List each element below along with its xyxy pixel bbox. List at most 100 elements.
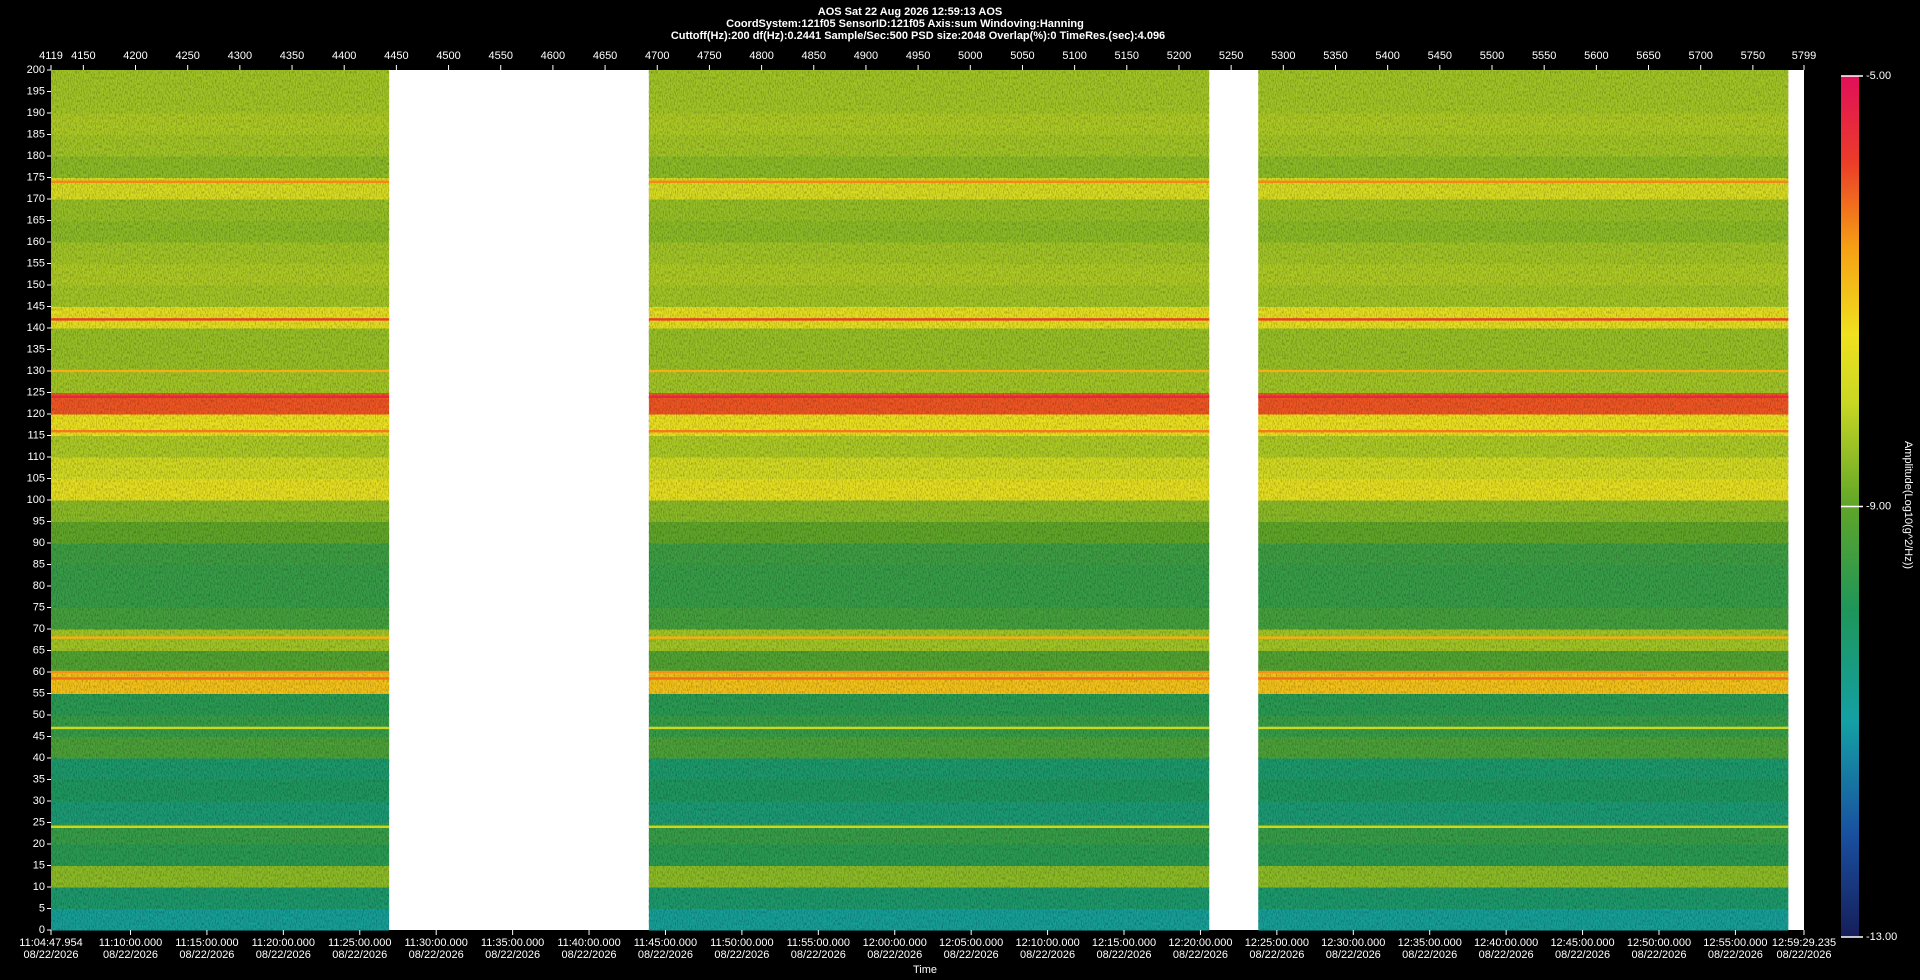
x-time-tick-label: 12:10:00.000 — [1015, 937, 1079, 949]
x-top-tick-label: 5250 — [1219, 50, 1243, 62]
tonal-line — [51, 318, 390, 321]
y-tick-label: 150 — [27, 279, 45, 291]
x-date-tick-label: 08/22/2026 — [1249, 949, 1304, 961]
x-top-tick-label: 4450 — [384, 50, 408, 62]
x-time-tick-label: 11:25:00.000 — [328, 937, 391, 949]
y-tick-label: 75 — [33, 601, 45, 613]
x-time-tick-label: 12:30:00.000 — [1321, 937, 1385, 949]
colorbar-tick-label: -13.00 — [1866, 931, 1897, 943]
tonal-line — [51, 636, 390, 639]
tonal-line — [1258, 395, 1789, 398]
x-top-tick-label: 4500 — [436, 50, 460, 62]
y-tick-label: 10 — [33, 881, 45, 893]
tonal-line — [51, 180, 390, 183]
colorbar-label: Amplitude(Log10(g^2/Hz)) — [1902, 441, 1914, 569]
x-date-tick-label: 08/22/2026 — [867, 949, 922, 961]
x-time-tick-label: 11:50:00.000 — [710, 937, 773, 949]
y-tick-label: 95 — [33, 515, 45, 527]
x-top-tick-label: 4900 — [854, 50, 878, 62]
x-date-tick-label: 08/22/2026 — [562, 949, 617, 961]
data-segment — [648, 70, 1210, 931]
data-segment — [51, 70, 390, 931]
y-tick-label: 130 — [27, 365, 45, 377]
noise-texture — [51, 70, 390, 930]
x-top-tick-label: 4400 — [332, 50, 356, 62]
x-top-tick-label: 4850 — [802, 50, 826, 62]
y-tick-label: 165 — [27, 214, 45, 226]
y-tick-label: 140 — [27, 322, 45, 334]
y-tick-label: 115 — [27, 429, 45, 441]
x-top-tick-label: 4800 — [749, 50, 773, 62]
x-time-tick-label: 12:55:00.000 — [1703, 937, 1767, 949]
x-time-tick-label: 12:35:00.000 — [1398, 937, 1462, 949]
tonal-line — [1258, 369, 1789, 373]
x-top-tick-label: 4550 — [488, 50, 512, 62]
x-top-tick-label: 5550 — [1532, 50, 1556, 62]
x-date-tick-label: 08/22/2026 — [256, 949, 311, 961]
y-tick-label: 35 — [33, 773, 45, 785]
y-tick-label: 145 — [27, 300, 45, 312]
tonal-line — [648, 318, 1210, 321]
x-time-tick-label: 12:45:00.000 — [1550, 937, 1614, 949]
tonal-line — [51, 825, 390, 828]
x-date-tick-label: 08/22/2026 — [1096, 949, 1151, 961]
header-line: CoordSystem:121f05 SensorID:121f05 Axis:… — [726, 18, 1084, 30]
y-tick-label: 125 — [27, 386, 45, 398]
tonal-line — [1258, 677, 1789, 680]
x-time-tick-label: 11:55:00.000 — [787, 937, 850, 949]
tonal-line — [648, 825, 1210, 828]
y-tick-label: 120 — [27, 408, 45, 420]
y-tick-label: 180 — [27, 150, 45, 162]
x-top-tick-label: 5000 — [958, 50, 982, 62]
x-top-tick-label: 4200 — [123, 50, 147, 62]
x-date-tick-label: 08/22/2026 — [1326, 949, 1381, 961]
y-tick-label: 90 — [33, 537, 45, 549]
x-time-tick-label: 11:10:00.000 — [99, 937, 162, 949]
tonal-line — [648, 636, 1210, 639]
x-date-tick-label: 08/22/2026 — [1173, 949, 1228, 961]
x-top-tick-label: 5700 — [1688, 50, 1712, 62]
x-date-tick-label: 08/22/2026 — [485, 949, 540, 961]
x-top-tick-label: 4650 — [593, 50, 617, 62]
tonal-line — [648, 395, 1210, 398]
x-time-tick-label: 11:04:47.954 — [19, 937, 82, 949]
y-tick-label: 200 — [27, 64, 45, 76]
y-tick-label: 185 — [27, 128, 45, 140]
tonal-line — [1258, 180, 1789, 183]
y-tick-label: 80 — [33, 580, 45, 592]
colorbar-tick-label: -9.00 — [1866, 500, 1891, 512]
noise-texture — [1258, 70, 1789, 930]
tonal-line — [648, 726, 1210, 730]
y-tick-label: 155 — [27, 257, 45, 269]
y-tick-label: 160 — [27, 236, 45, 248]
tonal-line — [1258, 825, 1789, 828]
x-time-tick-label: 11:30:00.000 — [404, 937, 467, 949]
header-line: Cuttoff(Hz):200 df(Hz):0.2441 Sample/Sec… — [671, 30, 1165, 42]
x-date-tick-label: 08/22/2026 — [714, 949, 769, 961]
x-top-tick-label: 4250 — [175, 50, 199, 62]
x-date-tick-label: 08/22/2026 — [944, 949, 999, 961]
x-top-tick-label: 4600 — [541, 50, 565, 62]
x-top-tick-label: 5150 — [1115, 50, 1139, 62]
x-date-tick-label: 08/22/2026 — [638, 949, 693, 961]
x-top-tick-label: 5350 — [1323, 50, 1347, 62]
x-date-tick-label: 08/22/2026 — [1708, 949, 1763, 961]
x-top-tick-label: 4950 — [906, 50, 930, 62]
y-tick-label: 105 — [27, 472, 45, 484]
tonal-line — [648, 369, 1210, 373]
y-tick-label: 170 — [27, 193, 45, 205]
x-time-tick-label: 12:05:00.000 — [939, 937, 1003, 949]
x-top-tick-label: 5799 — [1792, 50, 1816, 62]
y-tick-label: 20 — [33, 838, 45, 850]
x-date-tick-label: 08/22/2026 — [1555, 949, 1610, 961]
x-date-tick-label: 08/22/2026 — [791, 949, 846, 961]
x-top-tick-label: 5200 — [1167, 50, 1191, 62]
x-top-tick-label: 4350 — [280, 50, 304, 62]
x-date-tick-label: 08/22/2026 — [409, 949, 464, 961]
tonal-line — [1258, 430, 1789, 433]
x-time-tick-label: 11:20:00.000 — [252, 937, 315, 949]
x-date-tick-label: 08/22/2026 — [103, 949, 158, 961]
y-tick-label: 40 — [33, 752, 45, 764]
x-date-tick-label: 08/22/2026 — [179, 949, 234, 961]
